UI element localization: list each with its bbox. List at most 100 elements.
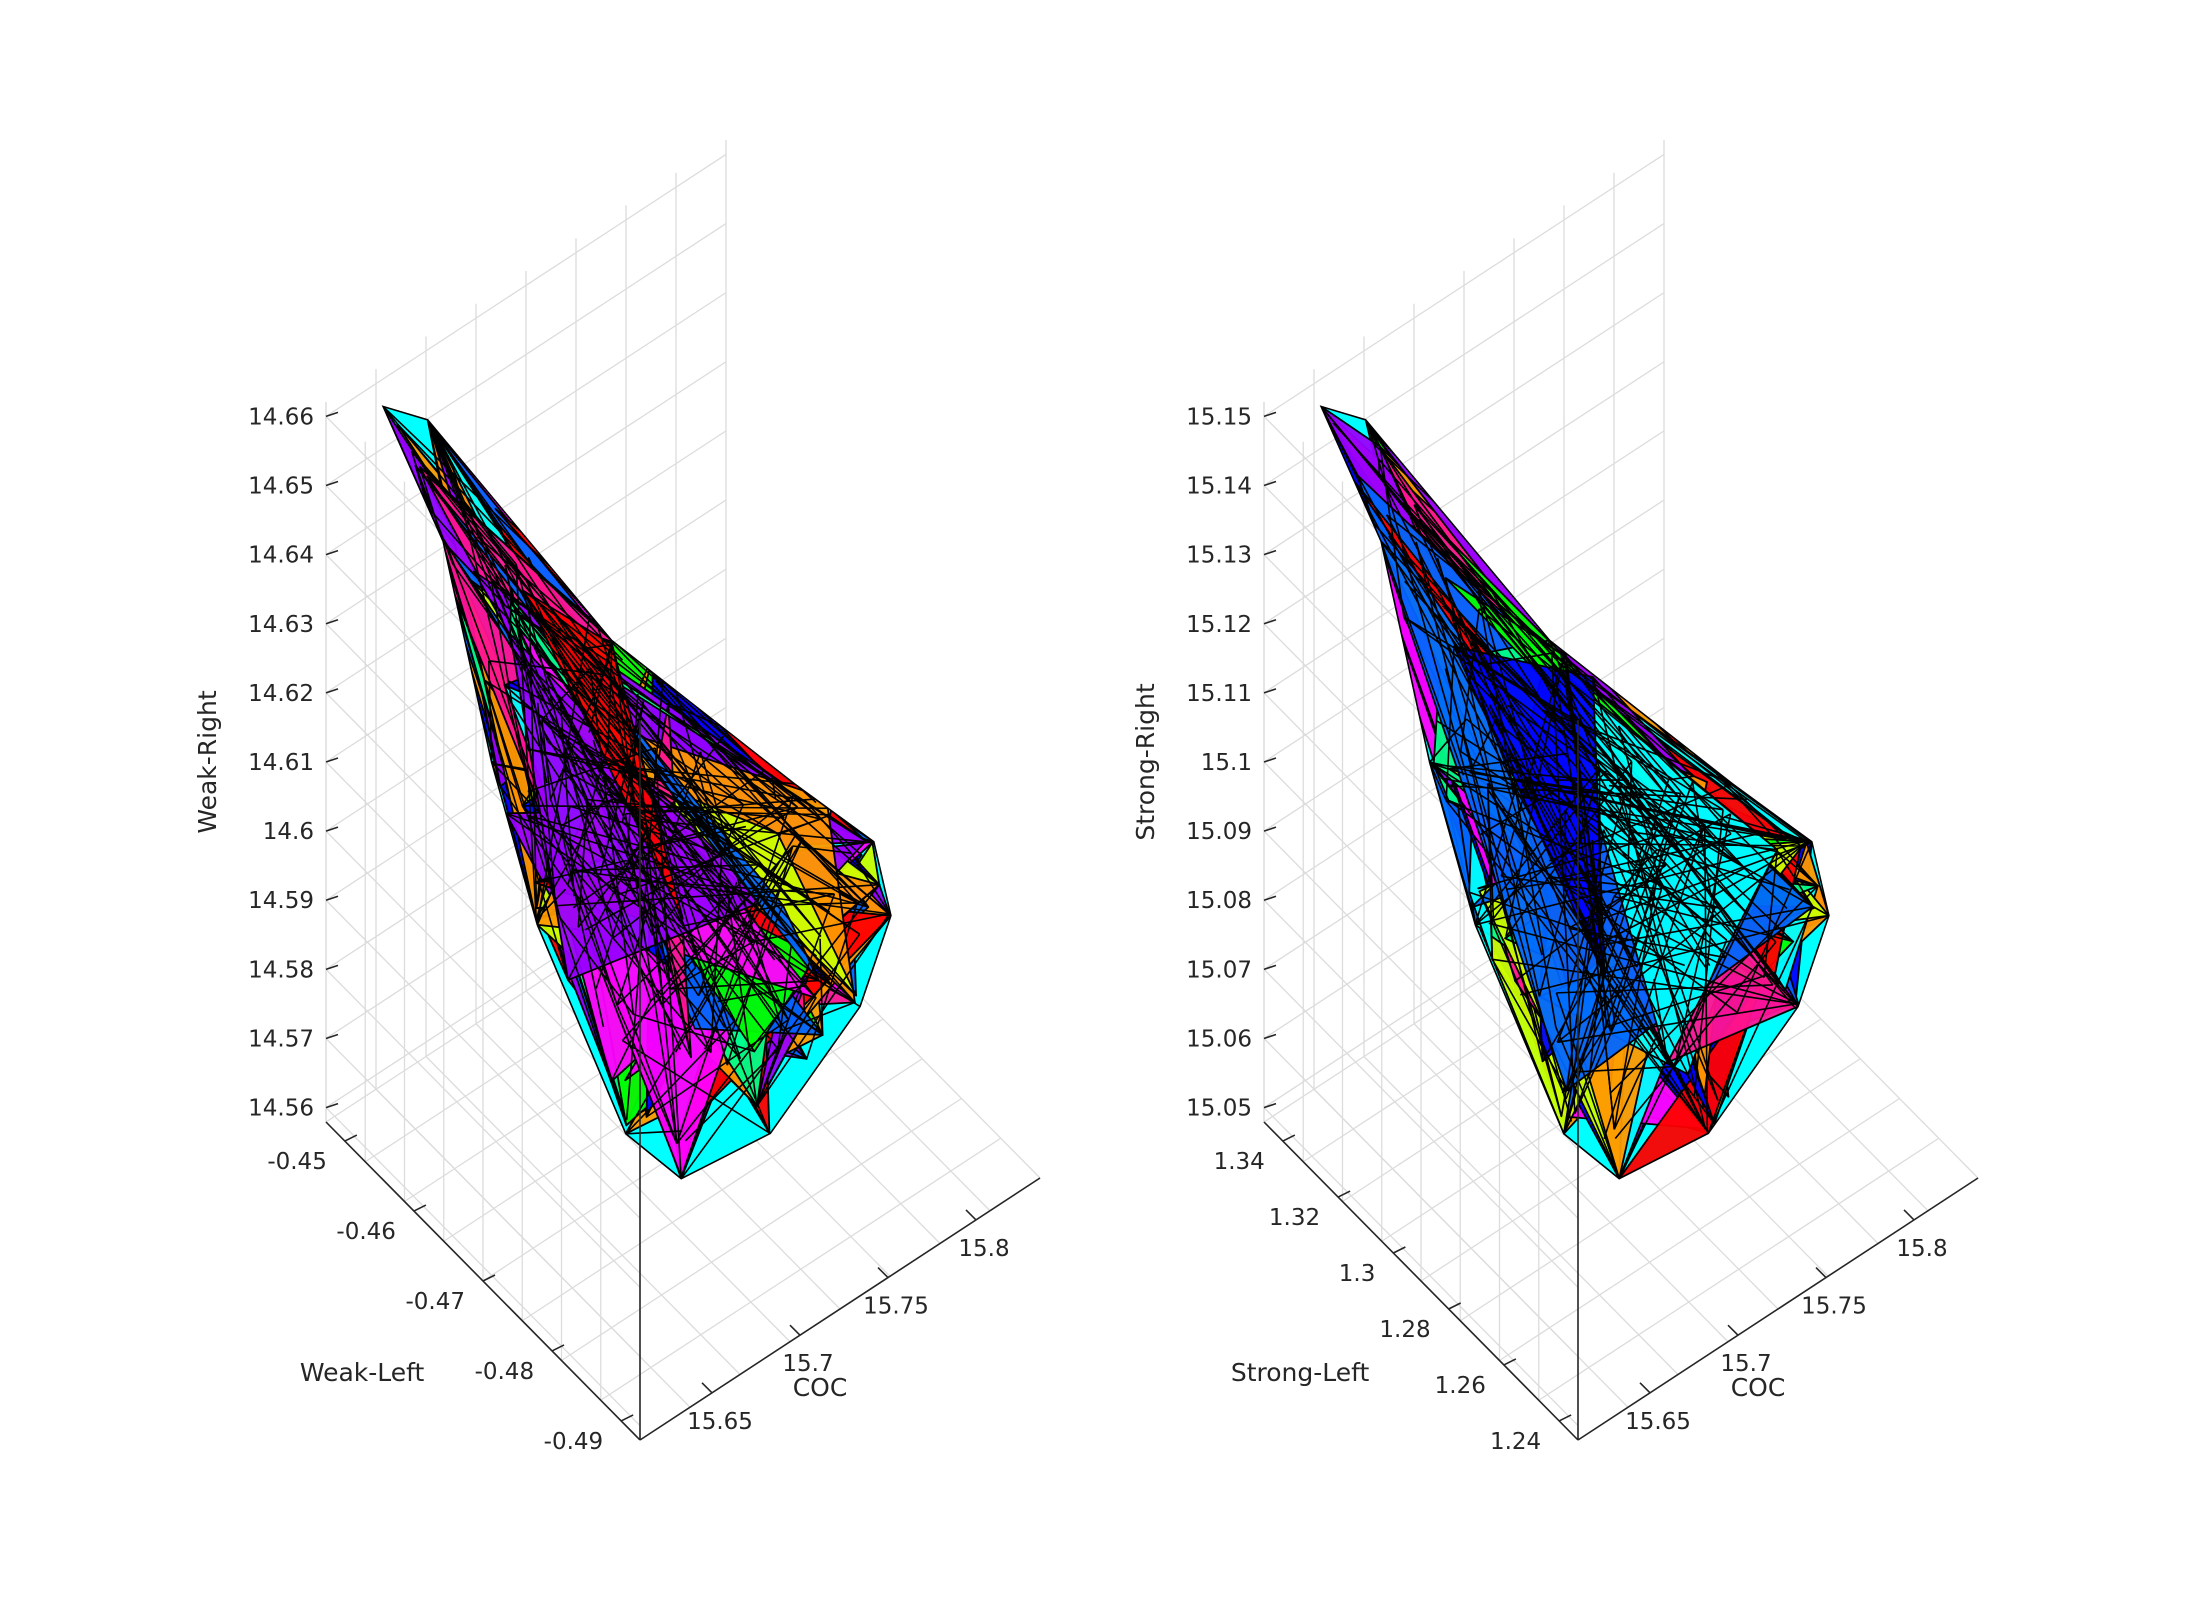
y-tick-label: -0.45 <box>267 1149 327 1175</box>
grid-line <box>1263 361 1665 625</box>
mesh-edge <box>615 758 869 908</box>
mesh-edge <box>1378 473 1452 616</box>
mesh-edge <box>1627 761 1633 865</box>
y-tick-label: -0.47 <box>405 1289 465 1315</box>
axes: 15.05 15.06 15.07 15.08 15.09 15.1 15.11 15.12 1… <box>1131 404 1979 1455</box>
mesh-edge <box>426 419 681 1050</box>
mesh-edge <box>646 1019 789 1118</box>
mesh-edge <box>612 798 735 848</box>
mesh-edge <box>1403 616 1746 869</box>
y-tick-mark <box>344 1134 358 1142</box>
mesh-edge <box>1596 769 1608 782</box>
z-tick-mark <box>325 411 339 418</box>
z-tick-mark <box>1263 411 1277 418</box>
mesh-edge <box>625 845 794 1135</box>
mesh-edge <box>1514 864 1667 982</box>
x-tick-mark <box>789 1324 801 1336</box>
mesh-edge <box>1468 891 1685 967</box>
mesh-edge <box>1386 514 1802 847</box>
y-tick-mark <box>1282 1134 1296 1142</box>
mesh-edge <box>710 854 723 1053</box>
mesh-edge <box>802 839 891 917</box>
grid-line <box>325 1107 641 1427</box>
mesh-edge <box>699 751 784 1031</box>
mesh-edge <box>1556 984 1773 994</box>
mesh-edge <box>792 845 852 855</box>
grid-line <box>1263 968 1579 1288</box>
mesh-edge <box>654 747 682 1179</box>
mesh-edge <box>1694 750 1819 887</box>
grid-line <box>325 830 641 1150</box>
mesh-edge <box>697 882 738 996</box>
z-tick-mark <box>1263 895 1277 901</box>
mesh-edge <box>1588 958 1603 1076</box>
x-tick-mark <box>1815 1266 1827 1279</box>
mesh-edge <box>1436 557 1565 969</box>
y-tick-label: 1.34 <box>1214 1149 1265 1175</box>
mesh-edge <box>1474 835 1586 926</box>
mesh-edge <box>429 423 735 848</box>
y-tick-mark <box>1558 1414 1572 1422</box>
mesh-edge <box>1487 789 1604 953</box>
z-axis-label: Strong-Right <box>1131 683 1160 840</box>
surface-outline <box>1319 405 1830 1180</box>
mesh-edge <box>1608 784 1681 795</box>
mesh-edge <box>1618 725 1713 838</box>
z-tick-label: 14.58 <box>248 957 314 983</box>
grid-line <box>325 292 727 556</box>
y-tick-label: 1.32 <box>1269 1205 1320 1231</box>
mesh-edge <box>470 580 695 954</box>
z-tick-mark <box>1263 826 1277 832</box>
grid-line <box>1263 292 1665 556</box>
plot-weak: 14.56 14.57 14.58 14.59 14.6 14.61 14.62 14.63 1… <box>193 140 1041 1455</box>
mesh-edge <box>680 933 861 1179</box>
z-tick-label: 15.07 <box>1186 957 1252 983</box>
mesh-edge <box>535 888 567 920</box>
z-tick-mark <box>325 964 339 971</box>
x-axis-line <box>1577 1177 1979 1441</box>
mesh-edge <box>804 799 852 854</box>
y-axis-line <box>1263 1121 1579 1441</box>
mesh-edge <box>1556 841 1807 1043</box>
mesh-edge <box>1548 640 1601 768</box>
mesh-edge <box>1442 605 1494 659</box>
z-tick-label: 14.65 <box>248 474 314 500</box>
z-tick-mark <box>1263 619 1277 625</box>
mesh-edge <box>1475 840 1807 926</box>
y-tick-mark <box>1448 1302 1461 1310</box>
surface-outline <box>381 405 892 1180</box>
z-tick-label: 14.63 <box>248 612 314 638</box>
mesh-edge <box>463 501 517 565</box>
mesh-edge <box>396 423 624 661</box>
mesh-edge <box>1555 1026 1620 1179</box>
mesh-edge <box>1553 665 1612 1032</box>
x-tick-label: 15.65 <box>1625 1409 1691 1435</box>
grid-line <box>325 968 641 1288</box>
mesh-edge <box>1448 752 1569 770</box>
mesh-edge <box>1618 795 1796 1009</box>
mesh-edge <box>1538 767 1601 997</box>
y-tick-mark <box>551 1344 565 1352</box>
mesh-edge <box>1563 955 1611 1134</box>
mesh-edge <box>631 825 747 852</box>
mesh-edge <box>504 565 605 1028</box>
mesh-edge <box>515 564 538 920</box>
mesh-edge <box>1444 668 1573 1122</box>
z-tick-label: 14.62 <box>248 681 314 707</box>
z-tick-label: 15.08 <box>1186 888 1252 914</box>
mesh-edge <box>1724 816 1813 843</box>
z-tick-mark <box>1263 549 1277 556</box>
mesh-edge <box>662 966 697 1004</box>
mesh-edge <box>1465 626 1748 914</box>
mesh-edge <box>563 735 652 1002</box>
mesh-edge <box>667 702 729 731</box>
y-tick-mark <box>1337 1190 1351 1198</box>
grid-line <box>1263 153 1665 417</box>
mesh-edge <box>1491 958 1568 1091</box>
mesh-edge <box>592 739 672 990</box>
mesh-edge <box>652 855 718 936</box>
mesh-edge <box>431 426 553 709</box>
mesh-edge <box>674 837 804 1053</box>
mesh-edge <box>628 809 832 816</box>
z-tick-mark <box>1263 964 1277 971</box>
